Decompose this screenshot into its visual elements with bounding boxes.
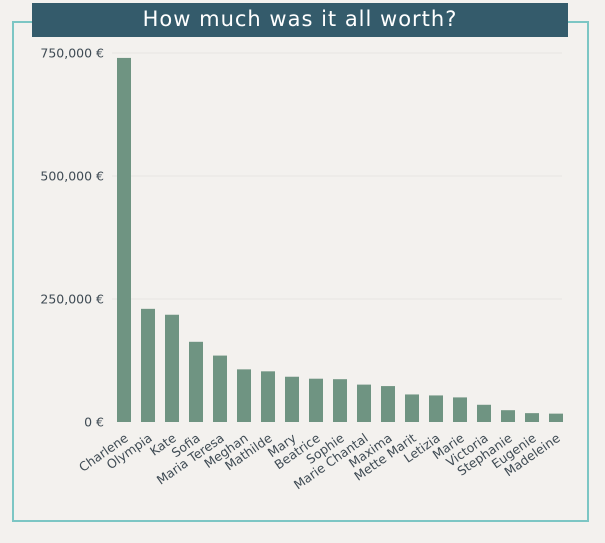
y-tick-label: 250,000 € — [40, 292, 104, 307]
bar — [237, 369, 251, 422]
bar — [405, 394, 419, 422]
bar — [333, 379, 347, 422]
y-tick-label: 0 € — [84, 415, 104, 430]
bar — [477, 404, 491, 422]
bar — [381, 386, 395, 422]
bar — [453, 397, 467, 422]
bar — [429, 395, 443, 422]
bar — [525, 413, 539, 422]
bar — [501, 410, 515, 422]
bar — [189, 341, 203, 422]
bar — [141, 308, 155, 422]
bar — [357, 384, 371, 422]
bar — [165, 314, 179, 422]
bar — [261, 371, 275, 422]
bar — [285, 376, 299, 422]
bar — [549, 413, 563, 422]
bar — [213, 355, 227, 422]
y-tick-label: 750,000 € — [40, 46, 104, 61]
y-tick-label: 500,000 € — [40, 169, 104, 184]
chart-title: How much was it all worth? — [32, 3, 568, 37]
bar — [309, 378, 323, 422]
bar — [117, 57, 131, 423]
